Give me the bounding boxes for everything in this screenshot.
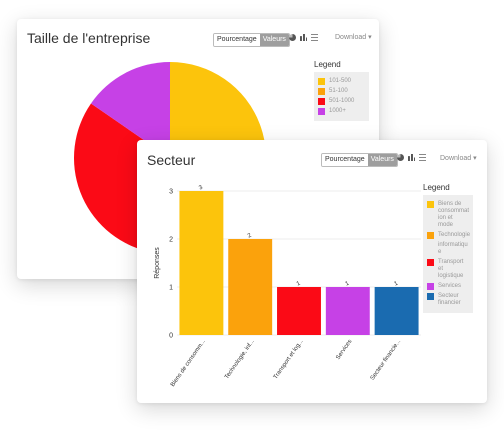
- x-tick-label: Transport et log...: [273, 338, 305, 380]
- x-tick-label: Services: [335, 339, 353, 361]
- legend-box: 101-500 51-100 501-1000 1000+: [314, 72, 369, 121]
- legend-label: Secteur financier: [438, 293, 461, 306]
- legend: Legend Biens de consommat ion et mode Tec…: [423, 183, 473, 313]
- download-button[interactable]: Download ▾: [335, 34, 372, 41]
- legend-label: 101-500: [329, 78, 352, 84]
- data-label: 2: [247, 232, 253, 239]
- values-toggle-button[interactable]: Valeurs: [259, 34, 289, 46]
- list-icon[interactable]: [419, 154, 426, 161]
- pie-chart-icon[interactable]: [289, 34, 296, 41]
- legend-swatch: [427, 259, 434, 266]
- y-tick-label: 2: [169, 237, 173, 244]
- legend-item[interactable]: Secteur financier: [427, 293, 469, 307]
- legend-item[interactable]: Technologie: [427, 232, 471, 239]
- legend-swatch: [427, 201, 434, 208]
- y-tick-label: 1: [169, 285, 173, 292]
- bar-chart: 0 1 2 3 Réponses 3 Biens de consomm... 2 Technol…: [154, 184, 421, 388]
- legend-item[interactable]: informatiqu e: [427, 242, 469, 256]
- legend-item[interactable]: 501-1000: [318, 98, 365, 105]
- legend-swatch: [427, 242, 434, 249]
- bar-biens-de-consomm[interactable]: [179, 191, 224, 335]
- y-axis-label: Réponses: [154, 247, 161, 279]
- chart-title: Secteur: [147, 152, 196, 168]
- legend-label: Services: [438, 283, 462, 289]
- percentage-toggle-button[interactable]: Pourcentage: [214, 34, 260, 46]
- y-tick-label: 0: [169, 333, 173, 340]
- legend-item[interactable]: Biens de consommat ion et mode: [427, 201, 469, 229]
- chart-type-icons: [289, 34, 318, 41]
- legend-swatch: [427, 293, 434, 300]
- legend-title: Legend: [314, 60, 341, 69]
- legend: Legend 101-500 51-100 501-1000 1000+: [314, 60, 369, 121]
- legend-item[interactable]: 1000+: [318, 108, 365, 115]
- bar-chart-icon[interactable]: [408, 154, 415, 161]
- legend-box: Biens de consommat ion et mode Technologi…: [423, 195, 473, 313]
- legend-swatch: [318, 108, 325, 115]
- legend-label: 501-1000: [329, 98, 355, 104]
- legend-swatch: [318, 88, 325, 95]
- legend-swatch: [318, 78, 325, 85]
- x-tick-label: Biens de consomm...: [170, 338, 207, 388]
- x-tick-label: Technologie, inf...: [224, 338, 256, 380]
- bar-technologie-inf[interactable]: [228, 239, 273, 335]
- bar-chart-icon[interactable]: [300, 34, 307, 41]
- sector-card: Secteur Pourcentage Valeurs Download ▾ 0…: [137, 140, 487, 403]
- download-button[interactable]: Download ▾: [440, 155, 477, 162]
- bar-secteur-financie[interactable]: [374, 287, 419, 335]
- data-label: 1: [393, 280, 399, 287]
- legend-label: informatiqu e: [438, 242, 468, 255]
- pie-chart-icon[interactable]: [397, 154, 404, 161]
- legend-label: 51-100: [329, 88, 348, 94]
- values-toggle-button[interactable]: Valeurs: [367, 154, 397, 166]
- pie-slice-1000[interactable]: [90, 61, 170, 158]
- y-tick-label: 3: [169, 189, 173, 196]
- chart-type-icons: [397, 154, 426, 161]
- data-label: 1: [296, 280, 302, 287]
- legend-label: Biens de consommat ion et mode: [438, 201, 470, 228]
- percentage-toggle-button[interactable]: Pourcentage: [322, 154, 368, 166]
- legend-item[interactable]: Services: [427, 283, 469, 290]
- data-label: 1: [345, 280, 351, 287]
- list-icon[interactable]: [311, 34, 318, 41]
- legend-label: 1000+: [329, 108, 346, 114]
- legend-label: Technologie: [438, 232, 471, 238]
- bar-transport-et-log[interactable]: [277, 287, 321, 335]
- x-tick-label: Secteur financie...: [370, 338, 403, 381]
- legend-title: Legend: [423, 183, 450, 192]
- display-mode-toggle[interactable]: Pourcentage Valeurs: [321, 153, 398, 167]
- data-label: 3: [198, 184, 204, 191]
- legend-item[interactable]: Transport et logistique: [427, 259, 469, 280]
- legend-item[interactable]: 51-100: [318, 88, 365, 95]
- legend-item[interactable]: 101-500: [318, 78, 365, 85]
- legend-swatch: [427, 232, 434, 239]
- bar-services[interactable]: [325, 287, 370, 335]
- legend-swatch: [427, 283, 434, 290]
- legend-label: Transport et logistique: [438, 259, 464, 279]
- chart-title: Taille de l'entreprise: [27, 30, 151, 46]
- legend-swatch: [318, 98, 325, 105]
